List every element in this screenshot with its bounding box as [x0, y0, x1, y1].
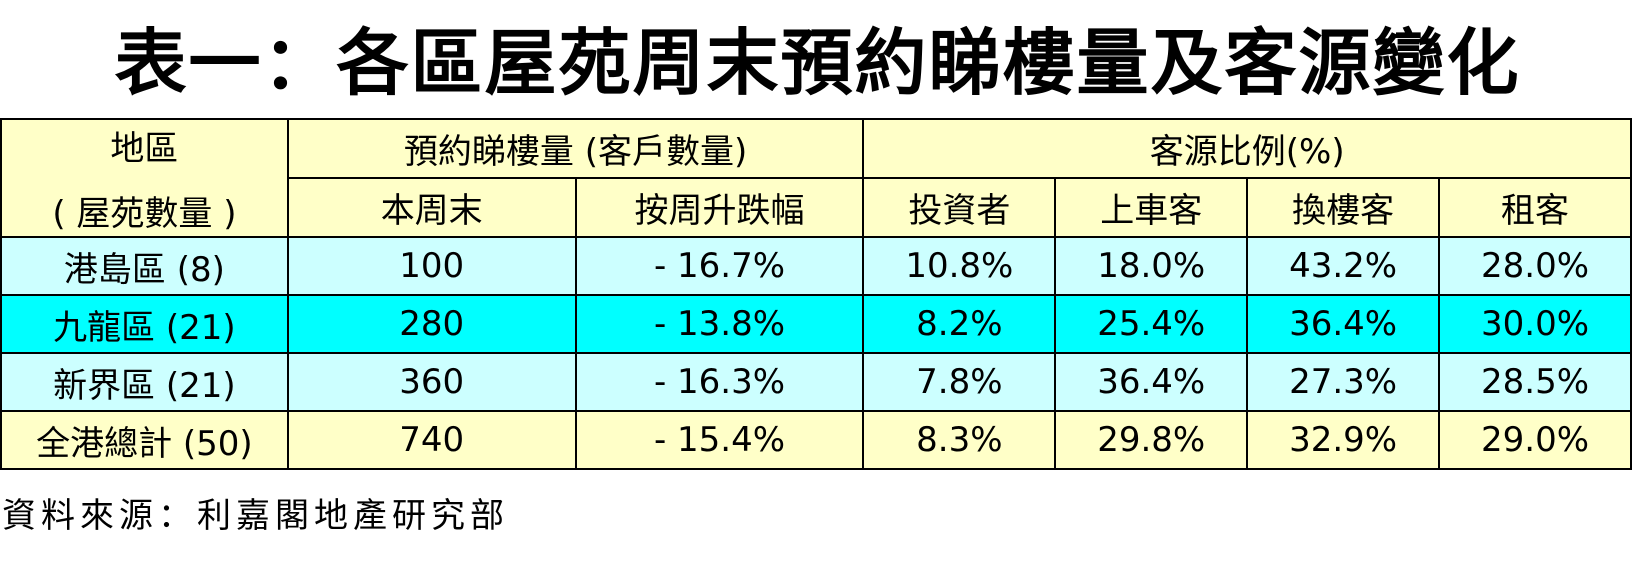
total-tenant: 29.0%: [1438, 410, 1632, 470]
cell-investor: 10.8%: [862, 236, 1057, 296]
cell-investor: 8.2%: [862, 294, 1057, 354]
cell-this-weekend: 100: [286, 236, 577, 296]
total-weekly-change: - 15.4%: [574, 410, 865, 470]
header-upgrader: 換樓客: [1246, 177, 1441, 238]
cell-region: 港島區 (8): [0, 236, 289, 296]
page-title: 表一：各區屋苑周末預約睇樓量及客源變化: [114, 20, 1521, 105]
total-this-weekend: 740: [286, 410, 577, 470]
total-row: 全港總計 (50) 740 - 15.4% 8.3% 29.8% 32.9% 2…: [0, 410, 1632, 470]
cell-first-buyer: 25.4%: [1054, 294, 1249, 354]
cell-region: 九龍區 (21): [0, 294, 289, 354]
cell-weekly-change: - 13.8%: [574, 294, 865, 354]
total-investor: 8.3%: [862, 410, 1057, 470]
header-row-2: 本周末 按周升跌幅 投資者 上車客 換樓客 租客: [1, 177, 1632, 238]
cell-upgrader: 43.2%: [1246, 236, 1441, 296]
table-row: 九龍區 (21) 280 - 13.8% 8.2% 25.4% 36.4% 30…: [0, 294, 1632, 354]
header-weekly-change: 按周升跌幅: [574, 177, 865, 238]
cell-this-weekend: 360: [286, 352, 577, 412]
cell-weekly-change: - 16.3%: [574, 352, 865, 412]
header-region-label: 地區: [110, 129, 179, 169]
total-upgrader: 32.9%: [1246, 410, 1441, 470]
header-source-group: 客源比例(%): [862, 118, 1632, 179]
cell-tenant: 28.5%: [1438, 352, 1632, 412]
cell-weekly-change: - 16.7%: [574, 236, 865, 296]
table-row: 新界區 (21) 360 - 16.3% 7.8% 36.4% 27.3% 28…: [0, 352, 1632, 412]
cell-investor: 7.8%: [862, 352, 1057, 412]
header-region-sublabel: ( 屋苑數量 ): [52, 194, 237, 234]
data-table: 地區 ( 屋苑數量 ) 預約睇樓量 (客戶數量) 客源比例(%) 本周末 按周升…: [0, 118, 1632, 470]
cell-upgrader: 36.4%: [1246, 294, 1441, 354]
header-row-1: 地區 ( 屋苑數量 ) 預約睇樓量 (客戶數量) 客源比例(%): [0, 118, 1632, 238]
header-tenant: 租客: [1438, 177, 1632, 238]
total-region: 全港總計 (50): [0, 410, 289, 470]
table-row: 港島區 (8) 100 - 16.7% 10.8% 18.0% 43.2% 28…: [0, 236, 1632, 296]
header-viewing-group: 預約睇樓量 (客戶數量): [286, 118, 865, 179]
cell-first-buyer: 36.4%: [1054, 352, 1249, 412]
header-first-buyer: 上車客: [1054, 177, 1249, 238]
cell-first-buyer: 18.0%: [1054, 236, 1249, 296]
cell-region: 新界區 (21): [0, 352, 289, 412]
header-region: 地區 ( 屋苑數量 ): [0, 118, 289, 238]
cell-this-weekend: 280: [286, 294, 577, 354]
header-this-weekend: 本周末: [286, 177, 577, 238]
total-first-buyer: 29.8%: [1054, 410, 1249, 470]
cell-upgrader: 27.3%: [1246, 352, 1441, 412]
cell-tenant: 30.0%: [1438, 294, 1632, 354]
cell-tenant: 28.0%: [1438, 236, 1632, 296]
source-note: 資料來源：利嘉閣地產研究部: [2, 496, 509, 536]
header-investor: 投資者: [862, 177, 1057, 238]
